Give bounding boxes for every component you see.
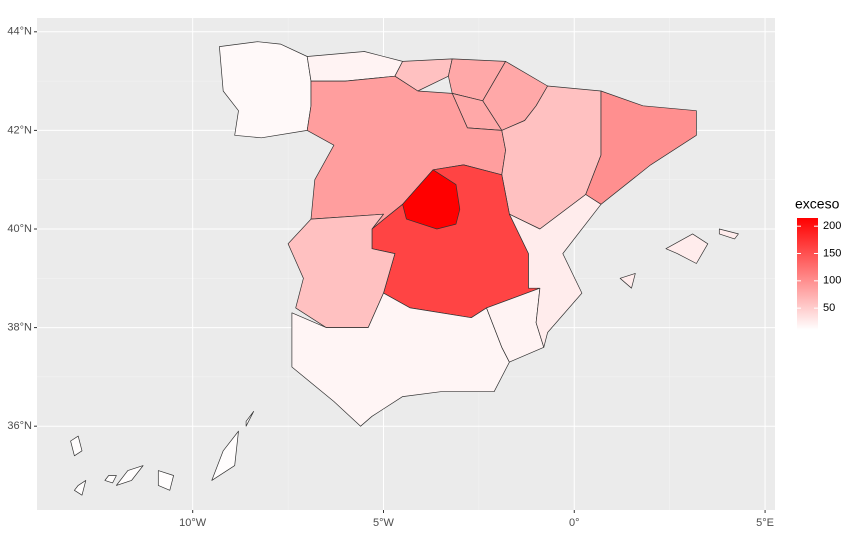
legend-tick-label: 150: [823, 247, 841, 259]
region: [70, 411, 255, 496]
region: [402, 169, 461, 230]
y-tick-label: 42°N: [7, 124, 32, 136]
region: [619, 228, 739, 289]
y-tick-label: 40°N: [7, 223, 32, 235]
region: [287, 213, 396, 328]
x-tick-label: 0°: [569, 517, 580, 529]
y-tick-label: 44°N: [7, 26, 32, 38]
legend-tick-label: 50: [823, 302, 835, 314]
legend-tick-label: 200: [823, 220, 841, 232]
region: [509, 194, 602, 348]
region: [394, 58, 453, 92]
colorbar: [797, 218, 818, 330]
y-tick-label: 38°N: [7, 322, 32, 334]
x-tick-label: 10°W: [179, 517, 207, 529]
y-tick-label: 36°N: [7, 420, 32, 432]
legend-title: exceso: [795, 196, 840, 212]
region: [585, 90, 697, 205]
legend-tick-label: 100: [823, 275, 841, 287]
regions: [70, 41, 739, 496]
x-tick-label: 5°E: [756, 517, 774, 529]
x-tick-label: 5°W: [373, 517, 395, 529]
